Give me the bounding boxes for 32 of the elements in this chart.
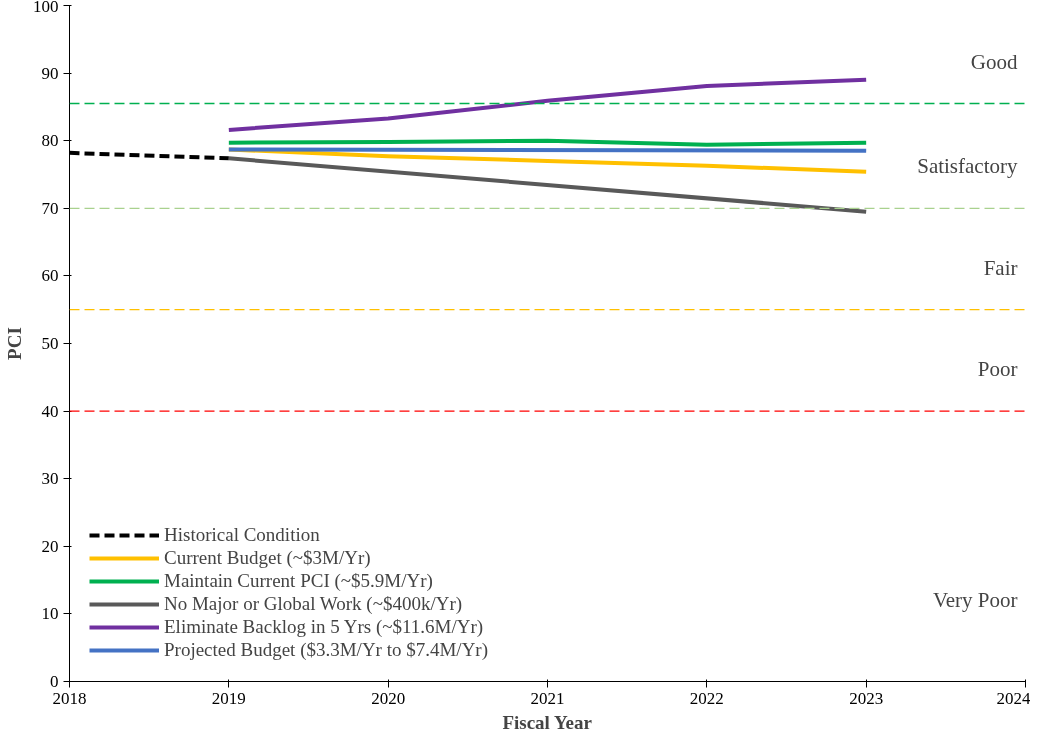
x-tick-label: 2023 [849, 688, 884, 708]
ref-line-label: Poor [977, 357, 1018, 382]
x-tick-label: 2022 [689, 688, 724, 708]
x-tick-label: 2024 [996, 688, 1031, 708]
y-tick-label: 60 [41, 266, 59, 286]
legend-label: Maintain Current PCI (~$5.9M/Yr) [164, 570, 433, 592]
y-tick-label: 50 [41, 334, 59, 353]
x-tick-label: 2020 [371, 688, 406, 708]
ref-line-label: Fair [983, 255, 1018, 280]
x-tick-label: 2018 [52, 688, 87, 708]
ref-line-label: Good [970, 49, 1018, 74]
y-tick-label: 80 [41, 131, 59, 151]
y-tick-label: 90 [41, 63, 59, 83]
y-tick-label: 70 [41, 198, 59, 218]
y-tick-label: 10 [41, 604, 59, 624]
legend-label: Eliminate Backlog in 5 Yrs (~$11.6M/Yr) [164, 616, 484, 638]
x-axis-title: Fiscal Year [502, 711, 593, 733]
y-tick-label: 20 [41, 536, 59, 556]
y-tick-label: 0 [50, 672, 59, 691]
line-series [226, 77, 869, 132]
x-tick-label: 2021 [530, 688, 565, 708]
annotation: Very Poor [932, 587, 1018, 612]
legend-label: No Major or Global Work (~$400k/Yr) [164, 593, 463, 615]
ref-line-label: Satisfactory [917, 154, 1018, 179]
x-tick-label: 2019 [211, 688, 246, 708]
y-axis-title: PCI [4, 327, 25, 360]
y-tick-label: 100 [33, 0, 59, 16]
legend-label: Projected Budget ($3.3M/Yr to $7.4M/Yr) [164, 639, 489, 661]
y-tick-label: 40 [41, 401, 59, 421]
legend-label: Historical Condition [164, 524, 320, 546]
legend-label: Current Budget (~$3M/Yr) [164, 547, 371, 569]
y-tick-label: 30 [41, 469, 59, 489]
